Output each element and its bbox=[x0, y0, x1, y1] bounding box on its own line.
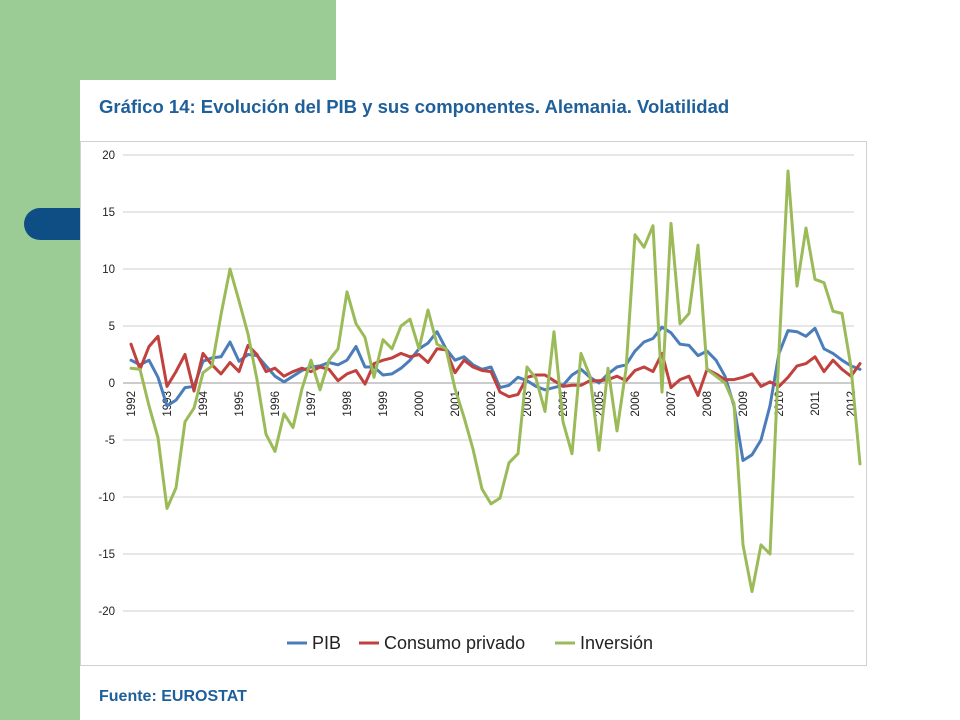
x-axis-ticks: 1992 1993 1994 1995 1996 1997 1998 1999 2000 2001… bbox=[126, 390, 858, 416]
legend-label: Inversión bbox=[580, 633, 653, 653]
x-tick-label: 2006 bbox=[630, 391, 642, 417]
y-tick-label: 15 bbox=[102, 207, 115, 219]
legend-label: PIB bbox=[312, 633, 341, 653]
y-tick-label: 20 bbox=[102, 150, 115, 162]
background-green-top-block bbox=[80, 0, 336, 80]
y-tick-label: -10 bbox=[98, 492, 115, 504]
y-tick-label: -15 bbox=[98, 549, 115, 561]
series-line bbox=[129, 169, 862, 594]
x-tick-label: 1999 bbox=[378, 391, 390, 417]
y-tick-label: -5 bbox=[105, 435, 115, 447]
x-tick-label: 2007 bbox=[666, 391, 678, 417]
x-tick-label: 1992 bbox=[126, 391, 138, 417]
x-tick-label: 2011 bbox=[810, 391, 822, 416]
y-tick-label: -20 bbox=[98, 606, 115, 618]
y-tick-label: 10 bbox=[102, 264, 115, 276]
legend: PIB Consumo privado Inversión bbox=[287, 633, 653, 653]
x-tick-label: 2000 bbox=[414, 391, 426, 417]
slide-accent-tab bbox=[24, 208, 82, 240]
series-lines bbox=[129, 169, 862, 594]
y-axis-ticks: 20 15 10 5 0 -5 -10 -15 -20 bbox=[98, 150, 115, 618]
slide-title: Gráfico 14: Evolución del PIB y sus comp… bbox=[99, 96, 730, 117]
x-tick-label: 2002 bbox=[486, 391, 498, 417]
y-tick-label: 0 bbox=[109, 378, 115, 390]
chart-frame: 20 15 10 5 0 -5 -10 -15 -20 1992 1993 1994 1995 1996… bbox=[80, 141, 867, 666]
x-tick-label: 1994 bbox=[198, 390, 210, 416]
y-tick-label: 5 bbox=[109, 321, 115, 333]
background-green-band bbox=[0, 0, 80, 720]
x-tick-label: 1997 bbox=[306, 391, 318, 417]
series-line bbox=[129, 334, 862, 399]
legend-label: Consumo privado bbox=[384, 633, 525, 653]
x-tick-label: 1998 bbox=[342, 391, 354, 417]
x-tick-label: 2008 bbox=[702, 391, 714, 417]
x-tick-label: 1995 bbox=[234, 391, 246, 417]
source-note: Fuente: EUROSTAT bbox=[99, 688, 247, 705]
x-tick-label: 2009 bbox=[738, 391, 750, 417]
x-tick-label: 1996 bbox=[270, 391, 282, 417]
